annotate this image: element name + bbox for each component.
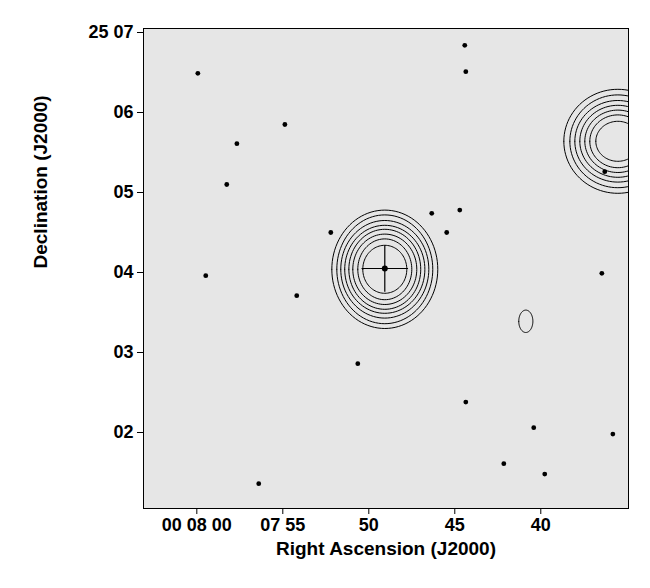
svg-text:05: 05 bbox=[113, 182, 133, 202]
svg-text:02: 02 bbox=[113, 422, 133, 442]
svg-text:00 08 00: 00 08 00 bbox=[162, 515, 232, 535]
svg-text:40: 40 bbox=[531, 515, 551, 535]
svg-text:Declination (J2000): Declination (J2000) bbox=[30, 95, 51, 268]
svg-text:03: 03 bbox=[113, 342, 133, 362]
svg-text:45: 45 bbox=[445, 515, 465, 535]
svg-text:07 55: 07 55 bbox=[260, 515, 305, 535]
svg-text:25 07: 25 07 bbox=[88, 22, 133, 42]
svg-text:04: 04 bbox=[113, 262, 133, 282]
svg-text:Right Ascension (J2000): Right Ascension (J2000) bbox=[276, 538, 496, 559]
svg-text:50: 50 bbox=[359, 515, 379, 535]
svg-text:06: 06 bbox=[113, 102, 133, 122]
